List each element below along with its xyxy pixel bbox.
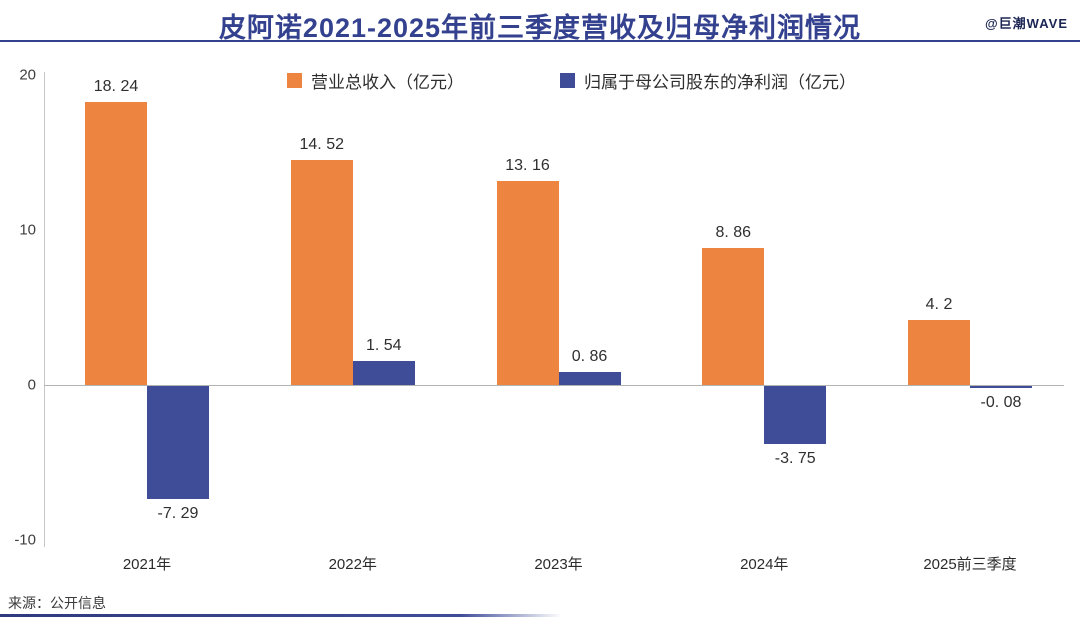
bar-value-label: 18. 24 (93, 78, 139, 96)
bar-profit (970, 386, 1032, 388)
chart-legend: 营业总收入（亿元） 归属于母公司股东的净利润（亿元） (0, 68, 1080, 92)
legend-swatch-revenue-icon (287, 73, 302, 88)
bar-revenue (290, 159, 353, 385)
x-axis-label: 2023年 (534, 556, 583, 573)
x-axis-label: 2025前三季度 (923, 556, 1017, 573)
bar-profit (352, 361, 415, 385)
bar-revenue (908, 319, 970, 385)
bar-revenue (702, 247, 765, 385)
legend-label-profit: 归属于母公司股东的净利润（亿元） (584, 73, 856, 92)
bar-revenue (496, 181, 559, 385)
bar-value-label: 0. 86 (571, 347, 608, 365)
bar-value-label: 14. 52 (299, 135, 344, 153)
bar-value-label: 8. 86 (715, 223, 752, 241)
y-axis-tick-label: 10 (19, 221, 36, 239)
bar-value-label: 4. 2 (925, 295, 953, 313)
bar-profit (558, 371, 621, 385)
y-axis-tick-label: 20 (19, 66, 36, 84)
legend-label-revenue: 营业总收入（亿元） (311, 73, 464, 92)
bar-profit (764, 386, 827, 445)
bar-value-label: -0. 08 (980, 394, 1022, 411)
zero-baseline (44, 385, 1064, 386)
y-axis-line (44, 72, 45, 547)
bar-profit (147, 386, 209, 499)
bar-value-label: -3. 75 (774, 450, 816, 468)
legend-item-profit: 归属于母公司股东的净利润（亿元） (560, 68, 856, 93)
footer-accent-line (0, 614, 562, 617)
y-axis-tick-label: 0 (27, 376, 36, 394)
x-axis-label: 2024年 (740, 556, 789, 573)
x-axis-label: 2022年 (328, 556, 377, 573)
brand-watermark: @巨潮WAVE (985, 16, 1068, 31)
x-axis-label: 2021年 (122, 556, 172, 573)
y-axis-tick-label: -10 (14, 531, 36, 549)
bar-value-label: -7. 29 (157, 504, 199, 522)
page-title: 皮阿诺2021-2025年前三季度营收及归母净利润情况 (218, 13, 862, 43)
bar-value-label: 13. 16 (505, 157, 550, 175)
bar-value-label: 1. 54 (365, 337, 402, 355)
legend-swatch-profit-icon (560, 73, 575, 88)
bar-revenue (85, 102, 147, 385)
title-divider (0, 40, 1080, 42)
legend-item-revenue: 营业总收入（亿元） (287, 68, 464, 93)
source-note: 来源：公开信息 (8, 595, 106, 611)
